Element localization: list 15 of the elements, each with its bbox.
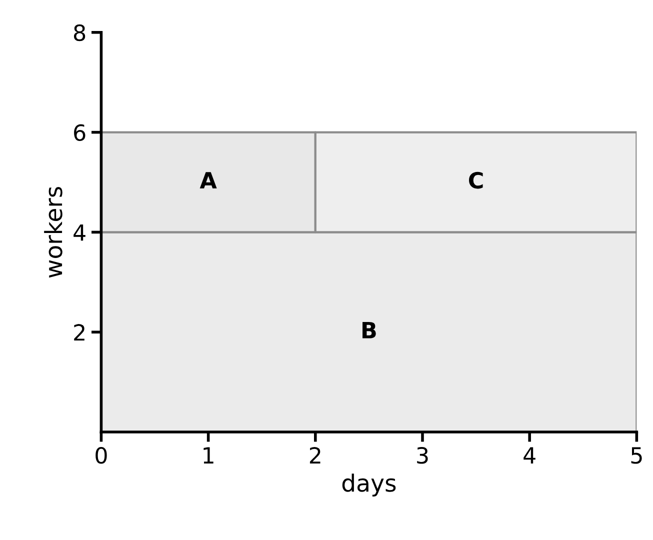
series-label: C — [468, 172, 483, 189]
x-tick-label: 1 — [204, 447, 214, 464]
series-label: B — [362, 322, 376, 338]
y-tick-label: 8 — [74, 24, 86, 42]
x-tick-label: 5 — [631, 447, 642, 464]
x-tick-label: 3 — [417, 446, 428, 464]
x-axis-title: days — [342, 474, 396, 496]
y-tick-label: 6 — [74, 124, 86, 142]
y-axis-title: workers — [44, 186, 62, 278]
y-tick-label: 4 — [74, 224, 86, 241]
x-tick-label: 0 — [96, 446, 107, 464]
x-tick-label: 4 — [524, 447, 536, 464]
x-tick-label: 2 — [310, 446, 320, 464]
series-label: A — [200, 172, 217, 188]
y-tick-label: 2 — [74, 324, 84, 341]
